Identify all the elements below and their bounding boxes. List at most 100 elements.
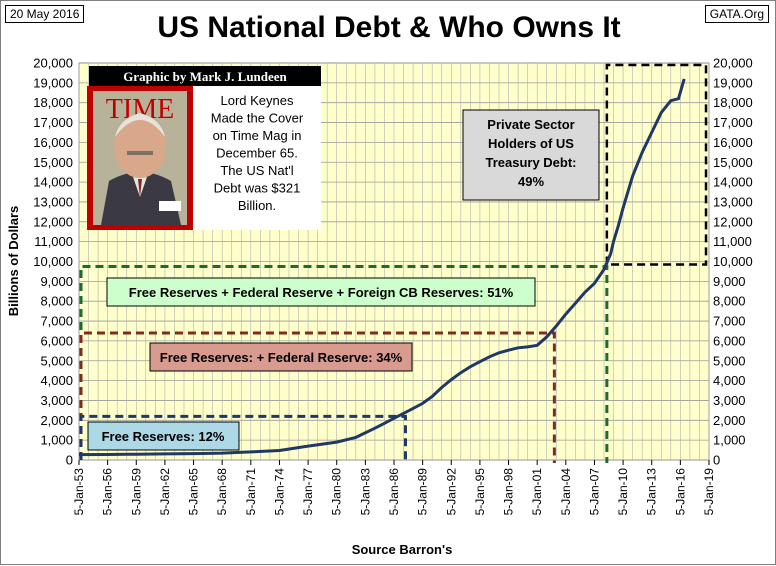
y-tick-label-left: 0 xyxy=(66,453,73,468)
text-line: December 65. xyxy=(216,146,298,161)
text-line: Holders of US xyxy=(488,136,574,151)
y-tick-label-right: 16,000 xyxy=(713,135,753,150)
y-tick-label-left: 6,000 xyxy=(40,333,73,348)
x-tick-label: 5-Jan-86 xyxy=(387,468,401,516)
y-tick-label-left: 20,000 xyxy=(33,56,73,71)
chart-title: US National Debt & Who Owns It xyxy=(157,11,621,44)
x-axis-title: Source Barron's xyxy=(352,542,453,557)
y-tick-label-left: 15,000 xyxy=(33,155,73,170)
x-tick-label: 5-Jan-71 xyxy=(244,468,258,516)
private-sector-region xyxy=(605,63,708,266)
y-tick-label-right: 2,000 xyxy=(713,413,746,428)
inset-panel: Graphic by Mark J. Lundeen TIME Lord Key… xyxy=(87,66,321,230)
free-reserves-label: Free Reserves: 12% xyxy=(102,429,225,444)
y-tick-label-right: 11,000 xyxy=(713,234,752,249)
y-tick-label-left: 19,000 xyxy=(33,75,73,90)
text-line: Debt was $321 xyxy=(214,181,301,196)
y-tick-label-left: 3,000 xyxy=(40,393,73,408)
x-tick-label: 5-Jan-62 xyxy=(158,468,172,516)
y-tick-label-left: 8,000 xyxy=(40,294,73,309)
inset-caption: Lord Keynes Made the Cover on Time Mag in D… xyxy=(211,93,304,213)
y-tick-label-right: 4,000 xyxy=(713,373,746,388)
source-label: GATA.Org xyxy=(704,5,769,23)
x-tick-label: 5-Jan-89 xyxy=(416,468,430,516)
x-tick-label: 5-Jan-77 xyxy=(301,468,315,516)
y-tick-label-left: 7,000 xyxy=(40,314,73,329)
private-sector-box: Private Sector Holders of US Treasury Debt… xyxy=(462,109,600,201)
y-tick-label-left: 16,000 xyxy=(33,135,73,150)
y-tick-label-left: 5,000 xyxy=(40,353,73,368)
y-axis-title: Billions of Dollars xyxy=(6,206,21,317)
y-axis-right: 0 1,000 2,000 3,000 4,000 5,000 6,000 7,000 8,00… xyxy=(713,56,753,468)
keynes-portrait xyxy=(101,113,181,225)
x-tick-label: 5-Jan-13 xyxy=(645,468,659,516)
text-line: Lord Keynes xyxy=(221,93,294,108)
y-tick-label-left: 13,000 xyxy=(33,194,73,209)
y-tick-label-right: 14,000 xyxy=(713,175,753,190)
y-tick-label-right: 3,000 xyxy=(713,393,746,408)
y-tick-label-right: 15,000 xyxy=(713,155,753,170)
text-line: Made the Cover xyxy=(211,111,304,126)
y-tick-label-left: 2,000 xyxy=(40,413,73,428)
text-line: The US Nat'l xyxy=(220,163,293,178)
x-tick-label: 5-Jan-07 xyxy=(587,468,601,516)
text-line: Private Sector xyxy=(487,117,574,132)
y-axis-left: 0 1,000 2,000 3,000 4,000 5,000 6,000 7,000 8,00… xyxy=(33,56,73,468)
text-line: Billion. xyxy=(238,198,276,213)
federal-reserve-box: Free Reserves: + Federal Reserve: 34% xyxy=(149,342,413,372)
x-tick-label: 5-Jan-53 xyxy=(72,468,86,516)
x-tick-label: 5-Jan-16 xyxy=(673,468,687,516)
free-reserves-region xyxy=(79,414,407,463)
y-tick-label-left: 12,000 xyxy=(33,214,73,229)
y-tick-label-right: 17,000 xyxy=(713,115,753,130)
y-tick-label-left: 4,000 xyxy=(40,373,73,388)
y-tick-label-right: 9,000 xyxy=(713,274,746,289)
x-tick-label: 5-Jan-59 xyxy=(129,468,143,516)
y-tick-label-left: 1,000 xyxy=(40,433,73,448)
y-tick-label-right: 10,000 xyxy=(713,254,753,269)
y-tick-label-right: 8,000 xyxy=(713,294,746,309)
text-line: Treasury Debt: xyxy=(485,155,576,170)
text-line: 49% xyxy=(518,174,544,189)
y-tick-label-right: 18,000 xyxy=(713,95,753,110)
y-tick-label-right: 6,000 xyxy=(713,333,746,348)
foreign-cb-label: Free Reserves + Federal Reserve + Foreig… xyxy=(129,285,514,300)
x-tick-label: 5-Jan-10 xyxy=(616,468,630,516)
y-tick-label-right: 1,000 xyxy=(713,433,746,448)
x-tick-label: 5-Jan-92 xyxy=(444,468,458,516)
inset-banner: Graphic by Mark J. Lundeen xyxy=(123,69,287,84)
debt-line xyxy=(78,78,686,457)
x-tick-label: 5-Jan-80 xyxy=(330,468,344,516)
x-tick-label: 5-Jan-19 xyxy=(702,468,716,516)
y-tick-label-left: 18,000 xyxy=(33,95,73,110)
x-axis: 5-Jan-53 5-Jan-56 5-Jan-59 5-Jan-62 5-Jan-65… xyxy=(72,460,716,515)
y-tick-label-left: 9,000 xyxy=(40,274,73,289)
x-tick-label: 5-Jan-01 xyxy=(530,468,544,516)
x-tick-label: 5-Jan-04 xyxy=(559,468,573,516)
y-tick-label-right: 13,000 xyxy=(713,194,753,209)
x-tick-label: 5-Jan-56 xyxy=(101,468,115,516)
y-tick-label-right: 20,000 xyxy=(713,56,753,71)
x-tick-label: 5-Jan-68 xyxy=(215,468,229,516)
y-tick-label-right: 19,000 xyxy=(713,75,753,90)
y-tick-label-left: 17,000 xyxy=(33,115,73,130)
federal-reserve-label: Free Reserves: + Federal Reserve: 34% xyxy=(160,350,403,365)
x-tick-label: 5-Jan-98 xyxy=(502,468,516,516)
y-tick-label-right: 7,000 xyxy=(713,314,746,329)
x-tick-label: 5-Jan-74 xyxy=(272,468,286,516)
y-tick-label-right: 12,000 xyxy=(713,214,753,229)
foreign-cb-box: Free Reserves + Federal Reserve + Foreig… xyxy=(106,277,536,307)
x-tick-label: 5-Jan-65 xyxy=(187,468,201,516)
text-line: on Time Mag in xyxy=(213,128,302,143)
date-label: 20 May 2016 xyxy=(5,5,85,23)
y-tick-label-left: 14,000 xyxy=(33,175,73,190)
y-tick-label-left: 11,000 xyxy=(34,234,73,249)
federal-reserve-region xyxy=(79,331,556,463)
x-tick-label: 5-Jan-95 xyxy=(473,468,487,516)
y-tick-label-right: 5,000 xyxy=(713,353,746,368)
private-sector-label: Private Sector Holders of US Treasury Debt… xyxy=(485,117,576,189)
x-tick-label: 5-Jan-83 xyxy=(358,468,372,516)
ownership-regions xyxy=(79,63,708,463)
